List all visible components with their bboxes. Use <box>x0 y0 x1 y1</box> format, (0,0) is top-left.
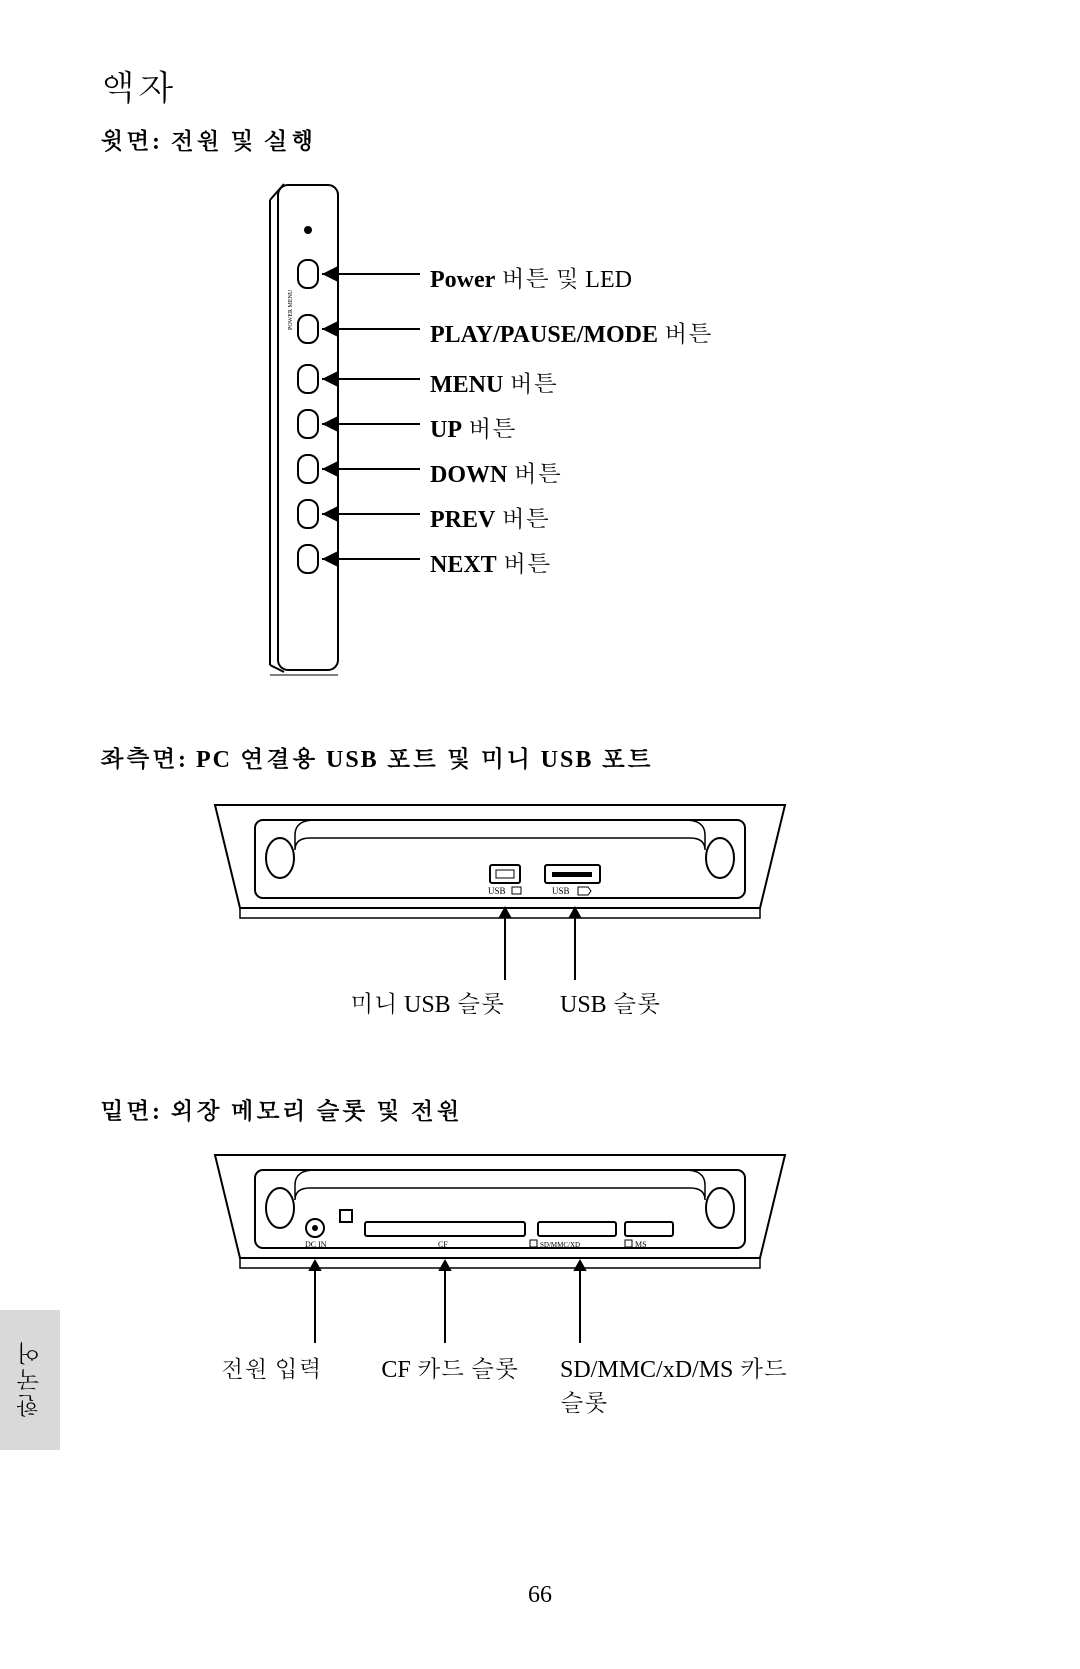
manual-page: 액자 윗면: 전원 및 실행 POWER MENU <box>0 0 1080 1669</box>
page-title: 액자 <box>100 60 176 111</box>
callout-top-1: PLAY/PAUSE/MODE 버튼 <box>430 315 712 349</box>
section-heading-left: 좌측면: PC 연결용 USB 포트 및 미니 USB 포트 <box>100 740 653 774</box>
svg-text:USB: USB <box>488 886 506 896</box>
callout-top-6: NEXT 버튼 <box>430 545 551 579</box>
svg-text:SD/MMC/XD: SD/MMC/XD <box>540 1241 580 1249</box>
callout-bottom-2: SD/MMC/xD/MS 카드 슬롯 <box>560 1350 810 1418</box>
svg-text:DC IN: DC IN <box>305 1240 327 1249</box>
callout-bottom-0: 전원 입력 <box>220 1350 322 1384</box>
callout-top-3: UP 버튼 <box>430 410 516 444</box>
svg-text:USB: USB <box>552 886 570 896</box>
callout-top-5: PREV 버튼 <box>430 500 549 534</box>
callout-left-0: 미니 USB 슬롯 <box>350 985 505 1019</box>
callout-top-2: MENU 버튼 <box>430 365 557 399</box>
callout-top-0: Power 버튼 및 LED <box>430 260 632 294</box>
left-panel-leaders <box>200 905 800 995</box>
section-heading-bottom: 밑면: 외장 메모리 슬롯 및 전원 <box>100 1092 462 1126</box>
language-tab-label: 한국어 <box>14 1340 48 1418</box>
svg-text:POWER MENU: POWER MENU <box>288 289 294 330</box>
svg-text:MS: MS <box>635 1240 647 1249</box>
callout-top-4: DOWN 버튼 <box>430 455 561 489</box>
callout-left-1: USB 슬롯 <box>560 985 661 1019</box>
bottom-panel-leaders <box>200 1258 800 1358</box>
callout-bottom-1: CF 카드 슬롯 <box>375 1350 525 1384</box>
svg-text:CF: CF <box>438 1240 448 1249</box>
page-number: 66 <box>0 1582 1080 1609</box>
section-heading-top: 윗면: 전원 및 실행 <box>100 122 316 156</box>
